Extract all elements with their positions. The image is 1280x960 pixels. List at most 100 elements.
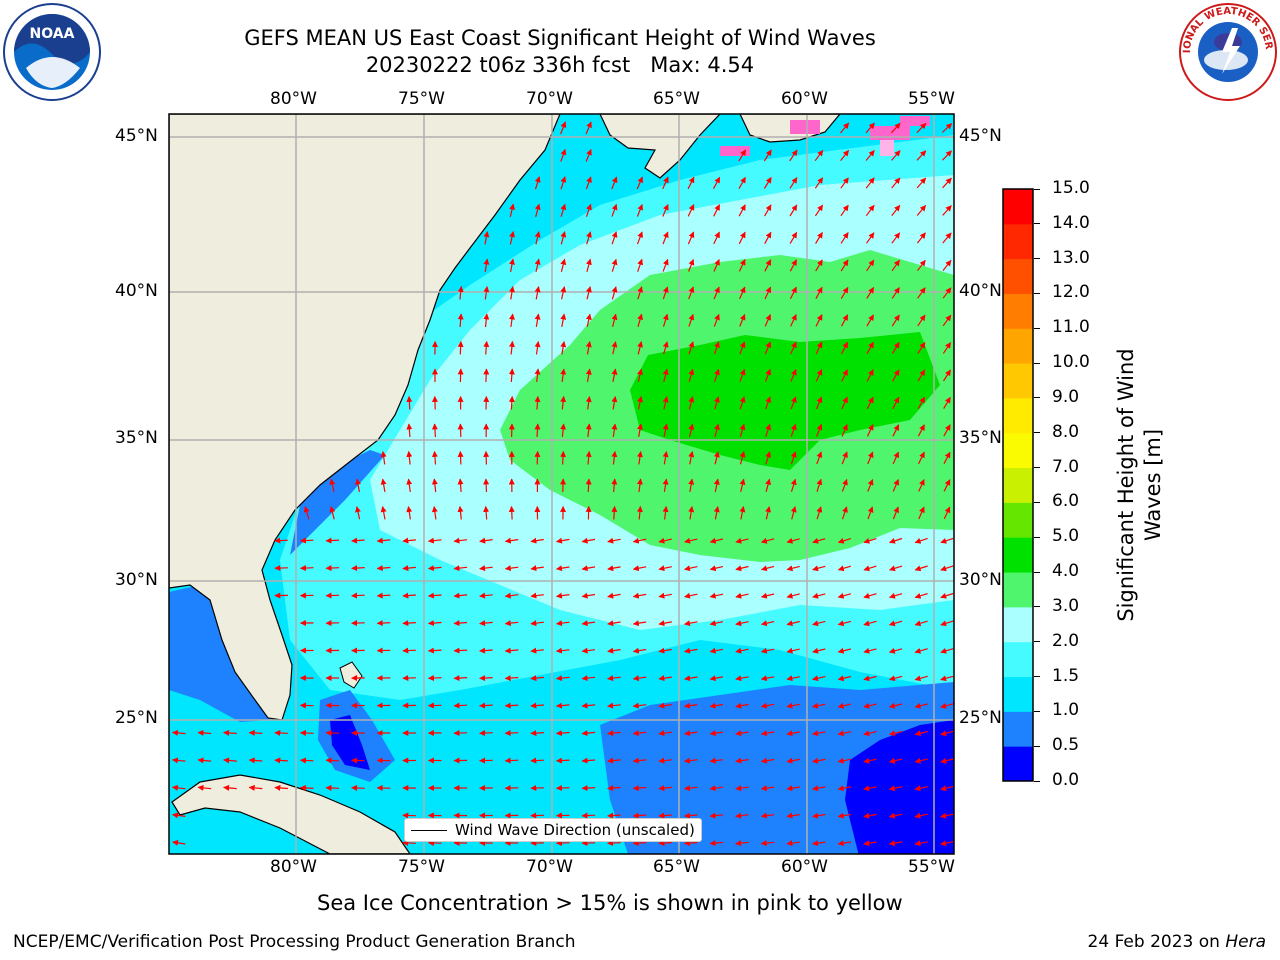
wave-direction-arrow — [891, 204, 901, 216]
wave-direction-arrow — [914, 537, 928, 544]
wave-direction-arrow — [815, 314, 823, 327]
wave-direction-arrow — [658, 592, 672, 599]
wave-direction-arrow — [329, 506, 336, 520]
colorbar-segment — [1003, 293, 1033, 329]
wave-direction-arrow — [607, 565, 621, 572]
lon-tick-top-65w: 65°W — [653, 89, 700, 109]
wave-direction-arrow — [662, 423, 669, 438]
legend-label: Wind Wave Direction (unscaled) — [455, 821, 695, 839]
wave-direction-arrow — [738, 176, 746, 189]
wave-direction-arrow — [837, 757, 852, 764]
wave-direction-arrow — [917, 396, 926, 409]
wave-direction-arrow — [914, 647, 928, 654]
wave-direction-arrow — [815, 341, 823, 355]
wave-direction-arrow — [764, 231, 772, 244]
wave-direction-arrow — [530, 592, 544, 599]
wave-direction-arrow — [867, 478, 874, 492]
wave-direction-arrow — [866, 314, 875, 327]
wave-direction-arrow — [739, 341, 746, 355]
colorbar-tick-label: 7.0 — [1052, 456, 1080, 477]
wave-direction-arrow — [431, 450, 438, 465]
wave-direction-arrow — [560, 368, 567, 382]
wave-direction-arrow — [688, 478, 695, 493]
colorbar-segment — [1003, 502, 1033, 538]
wave-direction-arrow — [760, 647, 775, 654]
wave-direction-arrow — [709, 702, 724, 709]
wave-direction-arrow — [738, 231, 746, 245]
wave-direction-arrow — [483, 340, 490, 355]
wave-direction-arrow — [402, 839, 416, 846]
wave-direction-arrow — [556, 565, 570, 572]
wave-direction-arrow — [918, 506, 925, 520]
wave-direction-arrow — [790, 341, 797, 355]
wave-direction-arrow — [508, 395, 515, 410]
wave-direction-arrow — [943, 451, 951, 464]
wave-direction-arrow — [789, 177, 798, 189]
land-us-east — [169, 114, 561, 721]
wave-direction-arrow — [812, 840, 826, 847]
wave-direction-arrow — [940, 702, 954, 709]
wave-direction-arrow — [662, 313, 669, 327]
wave-direction-arrow — [709, 840, 724, 847]
wave-direction-arrow — [812, 812, 826, 819]
wave-direction-arrow — [658, 702, 672, 709]
wave-direction-arrow — [504, 592, 519, 599]
colorbar-segment — [1003, 189, 1033, 225]
wave-direction-arrow — [940, 592, 954, 599]
noaa-logo-text: NOAA — [30, 26, 75, 42]
wave-direction-arrow — [812, 537, 826, 544]
wave-direction-arrow — [509, 203, 515, 217]
wave-direction-arrow — [917, 287, 926, 299]
wave-direction-arrow — [942, 342, 952, 354]
wave-direction-arrow — [581, 702, 596, 709]
wave-direction-arrow — [427, 537, 442, 544]
wave-direction-arrow — [687, 204, 695, 217]
wave-direction-arrow — [329, 478, 336, 492]
wave-direction-arrow — [637, 313, 644, 327]
lon-tick-bottom-80w: 80°W — [270, 857, 317, 877]
wave-direction-arrow — [581, 785, 596, 792]
wave-direction-arrow — [815, 396, 823, 410]
wave-direction-arrow — [917, 451, 925, 465]
wave-direction-arrow — [738, 204, 746, 217]
wave-direction-arrow — [248, 729, 263, 736]
wave-direction-arrow — [607, 675, 621, 682]
wave-direction-arrow — [735, 785, 749, 792]
wave-direction-arrow — [632, 812, 647, 819]
wave-direction-arrow — [892, 369, 900, 382]
wave-direction-arrow — [712, 176, 721, 189]
wave-direction-arrow — [812, 785, 826, 792]
wave-direction-arrow — [916, 122, 927, 134]
wave-direction-arrow — [942, 205, 952, 216]
wave-direction-arrow — [764, 259, 772, 272]
wave-direction-arrow — [916, 232, 926, 244]
wave-direction-arrow — [607, 702, 621, 709]
wave-direction-arrow — [560, 286, 567, 300]
wave-direction-arrow — [453, 702, 468, 709]
colorbar-tick-mark — [1034, 780, 1040, 782]
wave-direction-arrow — [607, 647, 621, 654]
wave-direction-arrow — [735, 620, 749, 627]
wave-direction-arrow — [888, 840, 903, 847]
wave-direction-arrow — [739, 478, 746, 492]
wave-direction-arrow — [760, 785, 775, 792]
wave-direction-arrow — [892, 478, 900, 492]
wave-direction-arrow — [709, 785, 724, 792]
wave-direction-arrow — [483, 231, 490, 245]
wave-direction-arrow — [943, 396, 951, 409]
wave-direction-arrow — [917, 341, 926, 354]
wave-direction-arrow — [457, 313, 464, 328]
lat-tick-left-30n: 30°N — [115, 570, 158, 590]
wave-direction-arrow — [479, 537, 493, 544]
colorbar-tick-label: 11.0 — [1052, 317, 1090, 338]
wave-direction-arrow — [735, 730, 749, 737]
wave-direction-arrow — [171, 757, 186, 764]
colorbar-tick-mark — [1034, 327, 1040, 329]
colorbar-tick-mark — [1034, 710, 1040, 712]
wave-direction-arrow — [172, 839, 186, 846]
lon-tick-top-75w: 75°W — [398, 89, 445, 109]
wave-direction-arrow — [940, 675, 954, 682]
wave-direction-arrow — [840, 122, 850, 134]
wave-direction-arrow — [479, 565, 493, 572]
wave-direction-arrow — [611, 313, 618, 327]
